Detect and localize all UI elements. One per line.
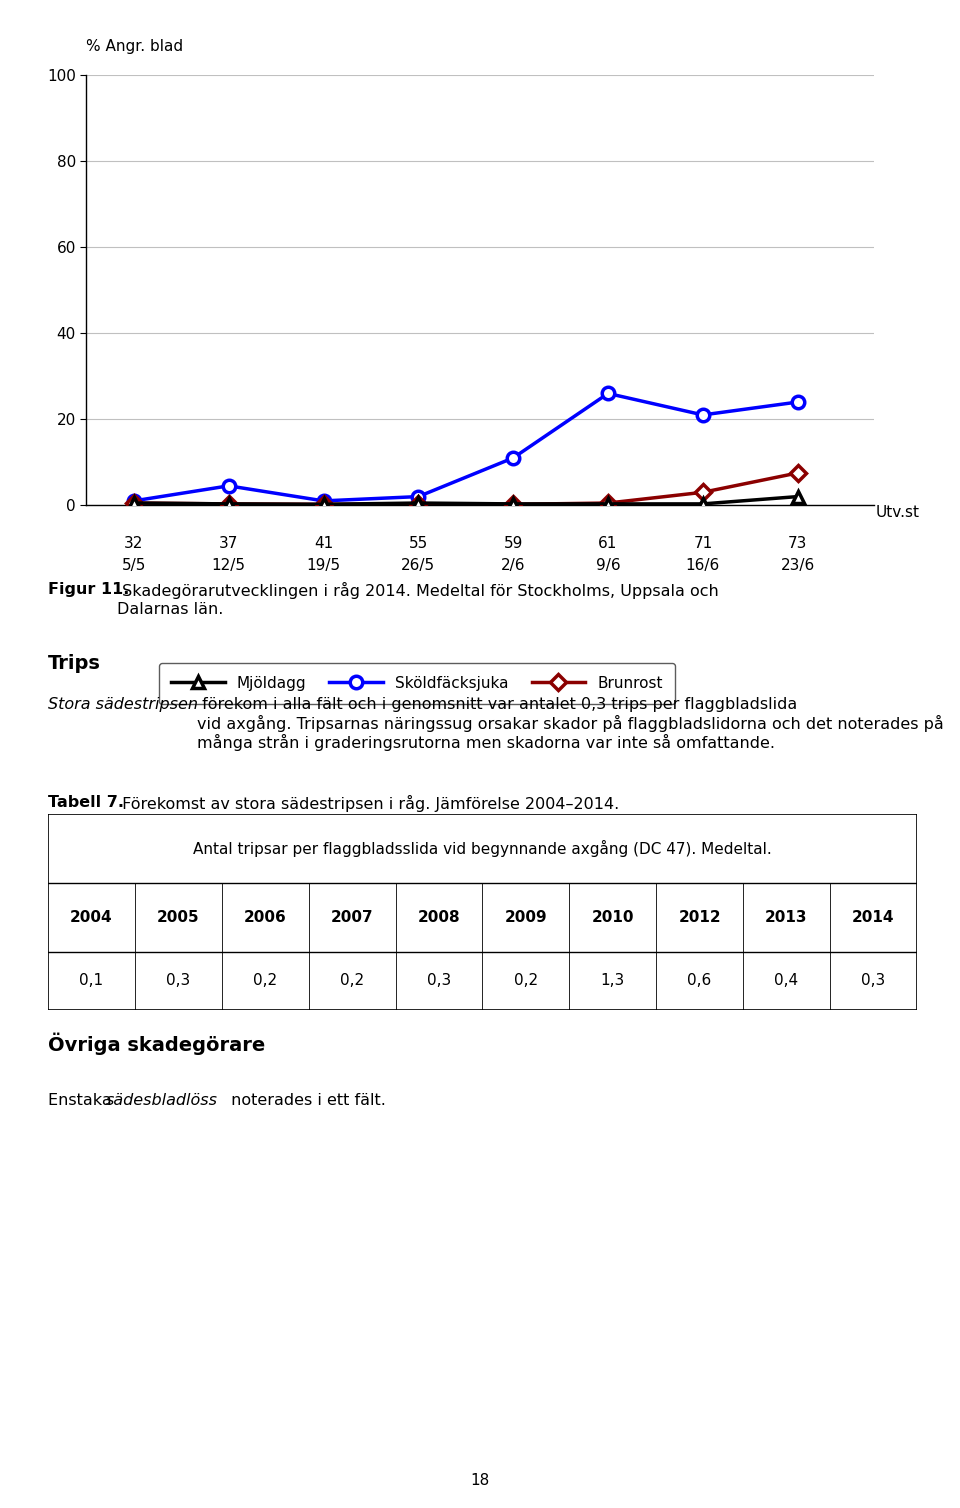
Text: 2006: 2006 [244,909,287,924]
Text: 2004: 2004 [70,909,112,924]
Text: Utv.st: Utv.st [876,505,920,520]
Legend: Mjöldagg, Sköldfäcksjuka, Brunrost: Mjöldagg, Sköldfäcksjuka, Brunrost [159,664,675,704]
Text: sädesbladlöss: sädesbladlöss [106,1093,218,1108]
Text: 0,4: 0,4 [775,974,799,988]
Text: 9/6: 9/6 [596,558,620,573]
Text: förekom i alla fält och i genomsnitt var antalet 0,3 trips per flaggbladslida
vi: förekom i alla fält och i genomsnitt var… [197,697,944,751]
Text: Enstaka: Enstaka [48,1093,117,1108]
Text: 2010: 2010 [591,909,634,924]
Text: 0,1: 0,1 [80,974,104,988]
Text: 73: 73 [788,535,807,550]
Text: Förekomst av stora sädestripsen i råg. Jämförelse 2004–2014.: Förekomst av stora sädestripsen i råg. J… [117,795,619,811]
Text: 2008: 2008 [418,909,460,924]
Text: Övriga skadegörare: Övriga skadegörare [48,1033,265,1056]
Text: 23/6: 23/6 [780,558,815,573]
Text: 61: 61 [598,535,617,550]
Text: Skadegörarutvecklingen i råg 2014. Medeltal för Stockholms, Uppsala och
Dalarnas: Skadegörarutvecklingen i råg 2014. Medel… [117,582,719,617]
Text: Antal tripsar per flaggbladsslida vid begynnande axgång (DC 47). Medeltal.: Antal tripsar per flaggbladsslida vid be… [193,840,772,857]
Text: Trips: Trips [48,654,101,674]
Text: 2009: 2009 [505,909,547,924]
Text: 71: 71 [693,535,712,550]
Text: 0,3: 0,3 [861,974,885,988]
Text: 55: 55 [409,535,428,550]
Text: 0,2: 0,2 [340,974,364,988]
Text: 2005: 2005 [157,909,200,924]
Text: 41: 41 [314,535,333,550]
Text: 2013: 2013 [765,909,807,924]
Text: 1,3: 1,3 [601,974,625,988]
Text: Figur 11.: Figur 11. [48,582,130,597]
Text: % Angr. blad: % Angr. blad [86,39,183,54]
Text: 0,2: 0,2 [514,974,538,988]
Text: 2/6: 2/6 [501,558,525,573]
Text: 0,6: 0,6 [687,974,711,988]
Text: Tabell 7.: Tabell 7. [48,795,124,810]
Text: 0,3: 0,3 [166,974,190,988]
Text: 2014: 2014 [852,909,895,924]
Text: 37: 37 [219,535,238,550]
Text: 32: 32 [124,535,143,550]
Text: 2012: 2012 [679,909,721,924]
Text: 26/5: 26/5 [401,558,436,573]
Text: 5/5: 5/5 [122,558,146,573]
Text: 19/5: 19/5 [306,558,341,573]
Text: 18: 18 [470,1473,490,1488]
Text: 16/6: 16/6 [685,558,720,573]
Text: 59: 59 [503,535,523,550]
Text: 0,2: 0,2 [253,974,277,988]
Text: noterades i ett fält.: noterades i ett fält. [226,1093,386,1108]
Text: 12/5: 12/5 [211,558,246,573]
Text: 0,3: 0,3 [427,974,451,988]
Text: 2007: 2007 [331,909,373,924]
Text: Stora sädestripsen: Stora sädestripsen [48,697,198,712]
